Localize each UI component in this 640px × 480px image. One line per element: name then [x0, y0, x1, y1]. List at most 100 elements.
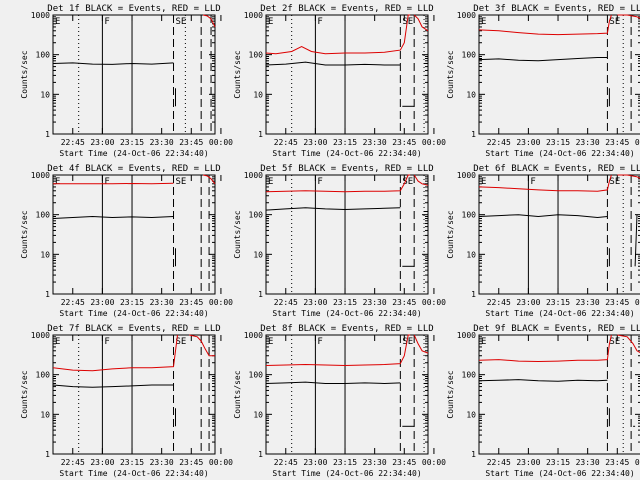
x-tick-label: 23:15: [333, 458, 357, 467]
marker-label: SE: [402, 17, 413, 27]
x-tick-label: 22:45: [487, 138, 511, 147]
x-tick-label: 23:15: [546, 138, 570, 147]
marker-label: F: [317, 17, 322, 27]
series-lld-line: [413, 334, 429, 354]
x-tick-label: 23:15: [120, 298, 144, 307]
x-tick-label: 23:45: [605, 298, 629, 307]
series-events-line: [52, 215, 174, 219]
x-tick-label: 22:45: [274, 138, 298, 147]
x-tick-label: 23:00: [303, 458, 327, 467]
detector-panel: Det 9f BLACK = Events, RED = LLD 1 10 100 10…: [446, 324, 640, 478]
y-tick-label: 1000: [31, 11, 50, 20]
detector-panel: Det 1f BLACK = Events, RED = LLD 1 10 100 10…: [20, 4, 233, 158]
marker-label: E: [481, 17, 486, 27]
y-tick-label: 1000: [244, 171, 263, 180]
y-tick-label: 10: [253, 90, 263, 99]
series-lld-line: [617, 334, 640, 354]
x-tick-label: 00:00: [209, 138, 233, 147]
x-tick-label: 00:00: [635, 458, 640, 467]
series-events-line: [634, 214, 638, 267]
marker-label: SE: [176, 17, 187, 27]
marker-label: SE: [609, 337, 620, 347]
x-tick-label: 23:15: [120, 138, 144, 147]
series-lld-line: [189, 334, 215, 357]
plot-frame: [52, 334, 216, 455]
marker-label: E: [268, 177, 273, 187]
x-tick-label: 23:30: [576, 138, 600, 147]
x-tick-label: 23:00: [516, 138, 540, 147]
x-tick-label: 23:30: [150, 138, 174, 147]
series-events-line: [478, 379, 608, 382]
series-lld-line: [202, 174, 216, 185]
x-tick-label: 00:00: [422, 138, 446, 147]
marker-label: F: [317, 177, 322, 187]
detector-panel: Det 2f BLACK = Events, RED = LLD 1 10 100 10…: [233, 4, 446, 158]
x-tick-label: 23:30: [150, 458, 174, 467]
y-tick-label: 100: [249, 51, 264, 60]
marker-label: E: [55, 177, 60, 187]
series-events-line: [265, 61, 401, 66]
x-tick-label: 00:00: [209, 458, 233, 467]
y-tick-label: 1: [45, 450, 50, 459]
series-lld-line: [202, 14, 216, 28]
x-tick-label: 23:45: [179, 298, 203, 307]
panel-title: Det 9f BLACK = Events, RED = LLD: [473, 324, 640, 334]
detector-panel: Det 4f BLACK = Events, RED = LLD 1 10 100 10…: [20, 164, 233, 318]
x-tick-label: 22:45: [487, 458, 511, 467]
x-tick-label: 23:00: [90, 298, 114, 307]
panel-title: Det 2f BLACK = Events, RED = LLD: [260, 4, 433, 14]
x-axis-label: Start Time (24-Oct-06 22:34:40): [59, 469, 208, 478]
series-events-line: [52, 384, 174, 388]
panel-title: Det 7f BLACK = Events, RED = LLD: [47, 324, 220, 334]
x-tick-label: 00:00: [422, 458, 446, 467]
marker-label: F: [104, 337, 109, 347]
series-lld-line: [617, 14, 640, 19]
marker-label: E: [481, 337, 486, 347]
panel-title: Det 4f BLACK = Events, RED = LLD: [47, 164, 220, 174]
y-tick-label: 10: [466, 410, 476, 419]
series-lld-line: [478, 334, 612, 363]
x-axis-label: Start Time (24-Oct-06 22:34:40): [272, 469, 421, 478]
plot-frame: [52, 174, 216, 295]
y-tick-label: 100: [249, 211, 264, 220]
series-lld-line: [413, 14, 429, 32]
panel-title: Det 1f BLACK = Events, RED = LLD: [47, 4, 220, 14]
y-tick-label: 1: [258, 290, 263, 299]
series-events-line: [265, 381, 401, 385]
y-tick-label: 1: [258, 130, 263, 139]
x-tick-label: 23:00: [303, 138, 327, 147]
marker-label: SE: [609, 177, 620, 187]
y-axis-label: Counts/sec: [446, 50, 455, 98]
x-tick-label: 22:45: [274, 298, 298, 307]
marker-label: SE: [402, 177, 413, 187]
x-tick-label: 23:45: [392, 138, 416, 147]
plot-frame: [265, 174, 429, 295]
x-tick-label: 23:00: [303, 298, 327, 307]
y-axis-label: Counts/sec: [446, 370, 455, 418]
series-lld-line: [265, 334, 411, 367]
x-tick-label: 23:30: [363, 298, 387, 307]
series-lld-line: [265, 14, 411, 55]
marker-label: E: [268, 337, 273, 347]
x-tick-label: 23:45: [179, 138, 203, 147]
x-tick-label: 23:45: [605, 458, 629, 467]
y-axis-label: Counts/sec: [20, 210, 29, 258]
y-tick-label: 1000: [244, 331, 263, 340]
y-tick-label: 1000: [244, 11, 263, 20]
x-tick-label: 23:00: [516, 298, 540, 307]
x-tick-label: 23:15: [333, 298, 357, 307]
y-tick-label: 100: [36, 51, 51, 60]
x-tick-label: 00:00: [422, 298, 446, 307]
y-tick-label: 10: [253, 250, 263, 259]
detector-panel: Det 6f BLACK = Events, RED = LLD 1 10 100 10…: [446, 164, 640, 318]
x-tick-label: 23:15: [120, 458, 144, 467]
x-tick-label: 22:45: [487, 298, 511, 307]
panel-title: Det 8f BLACK = Events, RED = LLD: [260, 324, 433, 334]
marker-label: F: [104, 177, 109, 187]
x-tick-label: 22:45: [61, 298, 85, 307]
x-axis-label: Start Time (24-Oct-06 22:34:40): [59, 309, 208, 318]
series-events-line: [265, 207, 401, 211]
y-tick-label: 100: [462, 371, 477, 380]
series-events-line: [478, 214, 608, 219]
